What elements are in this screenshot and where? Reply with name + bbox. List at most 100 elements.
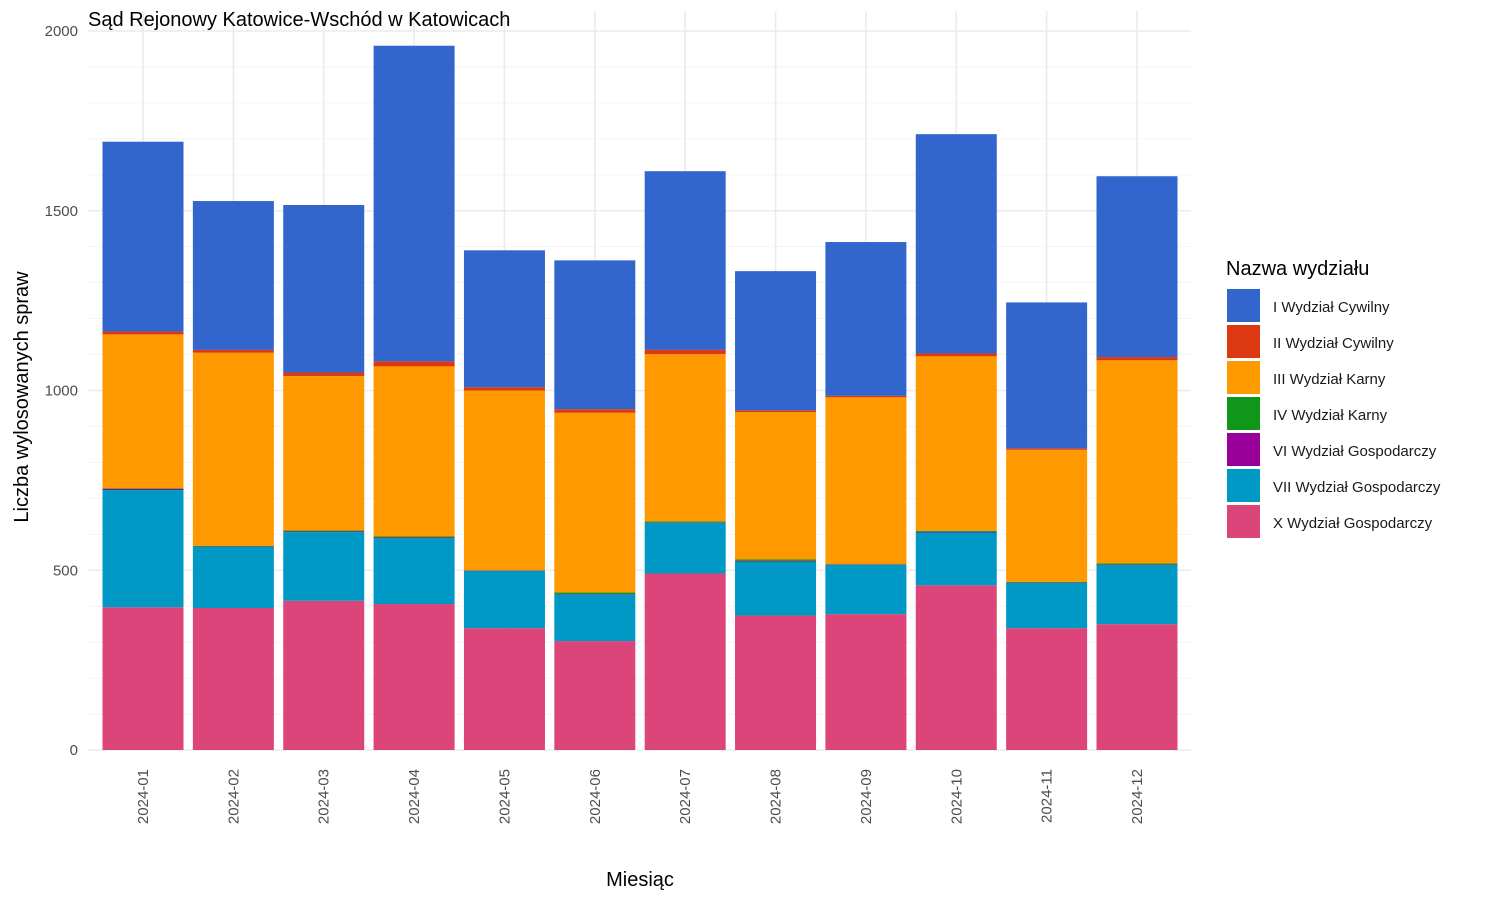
legend-label: VI Wydział Gospodarczy — [1273, 443, 1437, 460]
bar-segment — [283, 531, 365, 533]
bar-segment — [463, 628, 545, 750]
bar-segment — [373, 361, 455, 367]
bar-segment — [102, 331, 184, 335]
legend-label: II Wydział Cywilny — [1273, 335, 1394, 352]
bar-segment — [644, 171, 726, 350]
bar-segment — [825, 564, 907, 615]
bar-segment — [373, 537, 455, 539]
bar-segment — [915, 530, 997, 532]
bar-segment — [554, 409, 636, 413]
x-tick-label: 2024-11 — [1039, 769, 1056, 823]
x-tick-label: 2024-12 — [1129, 769, 1146, 824]
bar-segment — [1096, 563, 1178, 565]
bar-segment — [283, 204, 365, 373]
bar-segment — [102, 488, 184, 490]
bar-segment — [192, 546, 274, 608]
bar-segment — [825, 614, 907, 750]
bar-segment — [915, 531, 997, 533]
bar-segment — [915, 353, 997, 357]
legend-label: I Wydział Cywilny — [1273, 299, 1390, 316]
bar-segment — [554, 594, 636, 642]
bar-segment — [554, 260, 636, 410]
bar-segment — [463, 390, 545, 571]
bar-segment — [825, 395, 907, 398]
x-tick-label: 2024-02 — [225, 769, 242, 824]
bar-segment — [735, 559, 817, 561]
bar-segment — [283, 532, 365, 601]
bar-segment — [554, 641, 636, 750]
bar-segment — [102, 489, 184, 491]
bar-segment — [915, 134, 997, 354]
y-axis-ticks: 0 500 1000 1500 2000 — [45, 23, 78, 759]
bar-segment — [825, 397, 907, 565]
bar-segment — [1096, 624, 1178, 750]
bar-segment — [644, 573, 726, 750]
bar-segment — [373, 366, 455, 537]
bar-segment — [283, 372, 365, 377]
legend-swatch — [1227, 289, 1260, 322]
bar-segment — [735, 561, 817, 616]
legend-swatch — [1227, 505, 1260, 538]
legend-items: I Wydział Cywilny II Wydział Cywilny III W… — [1227, 289, 1441, 538]
y-tick-label: 2000 — [45, 23, 78, 40]
bar-segment — [373, 604, 455, 750]
bar-segment — [825, 242, 907, 396]
bar-segment — [192, 349, 274, 353]
bar-segment — [192, 607, 274, 750]
bar-segment — [1096, 176, 1178, 358]
x-tick-label: 2024-03 — [316, 769, 333, 824]
bar-segment — [102, 334, 184, 489]
bar-segment — [735, 410, 817, 413]
x-tick-label: 2024-08 — [768, 769, 785, 824]
bar-segment — [915, 356, 997, 531]
bar-segment — [1006, 581, 1088, 583]
bar-segment — [102, 141, 184, 332]
bar-segment — [283, 600, 365, 750]
x-tick-label: 2024-04 — [406, 769, 423, 824]
bar-segment — [283, 530, 365, 532]
bar-segment — [1096, 357, 1178, 361]
bar-segment — [1006, 449, 1088, 582]
x-tick-label: 2024-10 — [948, 769, 965, 824]
x-tick-label: 2024-09 — [858, 769, 875, 824]
bar-segment — [1006, 582, 1088, 629]
bar-segment — [735, 271, 817, 411]
bar-segment — [1006, 628, 1088, 750]
bar-segment — [102, 607, 184, 750]
bar-segment — [735, 560, 817, 562]
bar-segment — [373, 536, 455, 538]
bar-segment — [644, 354, 726, 522]
legend-swatch — [1227, 361, 1260, 394]
bar-segment — [735, 412, 817, 560]
legend-label: IV Wydział Karny — [1273, 407, 1388, 424]
x-axis-title: Miesiąc — [606, 869, 674, 891]
bar-segment — [463, 250, 545, 388]
y-tick-label: 500 — [53, 562, 78, 579]
bar-segment — [102, 490, 184, 608]
x-axis-ticks: 2024-01 2024-02 2024-03 2024-04 2024-05 2024-… — [135, 769, 1146, 824]
legend-label: VII Wydział Gospodarczy — [1273, 479, 1441, 496]
bar-segment — [373, 538, 455, 605]
x-tick-label: 2024-01 — [135, 769, 152, 824]
legend-label: X Wydział Gospodarczy — [1273, 515, 1433, 532]
y-tick-label: 1500 — [45, 203, 78, 220]
y-tick-label: 1000 — [45, 383, 78, 400]
bar-segment — [735, 615, 817, 750]
bar-segment — [463, 387, 545, 391]
bar-segment — [915, 585, 997, 750]
bar-segment — [1006, 448, 1088, 450]
legend-swatch — [1227, 469, 1260, 502]
bar-segment — [1096, 360, 1178, 564]
bar-segment — [1096, 564, 1178, 625]
bar-segment — [644, 522, 726, 574]
bar-segment — [192, 201, 274, 350]
chart-title: Sąd Rejonowy Katowice-Wschód w Katowicac… — [88, 9, 510, 31]
x-tick-label: 2024-05 — [496, 769, 513, 824]
bar-segment — [915, 532, 997, 586]
legend: Nazwa wydziału I Wydział Cywilny II Wydzi… — [1226, 258, 1441, 538]
bar-segment — [373, 45, 455, 362]
bar-segment — [644, 521, 726, 523]
bar-segment — [463, 570, 545, 629]
bars — [102, 45, 1178, 750]
